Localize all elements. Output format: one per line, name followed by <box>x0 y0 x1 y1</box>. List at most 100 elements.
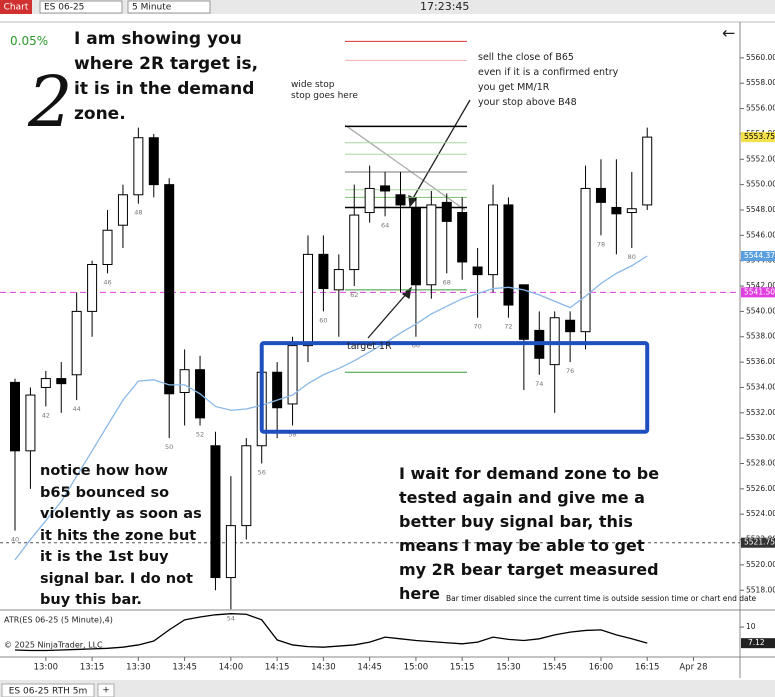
note: wide stop stop goes here <box>291 80 358 102</box>
x-tick-label: 13:00 <box>34 663 59 673</box>
bar-label: 70 <box>473 323 481 331</box>
bar-label: 40 <box>11 536 19 544</box>
x-tick-label: 13:15 <box>80 663 105 673</box>
note-line: stop goes here <box>291 91 358 101</box>
note-line: you get MM/1R <box>478 82 550 93</box>
candle-body <box>210 445 221 579</box>
candle-body <box>364 187 375 214</box>
candle-body <box>580 187 591 333</box>
clock: 17:23:45 <box>420 0 469 13</box>
arrows <box>344 99 471 339</box>
price-tag-label: 7.12 <box>748 638 765 647</box>
candle-body <box>441 201 452 222</box>
bar-label: 62 <box>350 291 358 299</box>
x-tick-label: 14:00 <box>219 663 244 673</box>
note-line: tested again and give me a <box>399 488 645 507</box>
add-tab[interactable] <box>97 683 115 697</box>
candle-body <box>611 206 622 215</box>
candle-body <box>518 284 529 340</box>
y-tick-label: 5552.00 <box>746 154 775 163</box>
note-line: sell the close of B65 <box>478 52 574 63</box>
bar-label: 50 <box>165 443 173 451</box>
price-tag <box>741 251 775 262</box>
target-label: target 1R <box>347 341 392 352</box>
candle-body <box>225 525 236 579</box>
y-tick-label: 5518.00 <box>746 585 775 594</box>
bar-label: 46 <box>103 278 111 286</box>
x-tick-label: 14:30 <box>311 663 336 673</box>
candle-body <box>148 137 159 186</box>
note-line: wide stop <box>291 80 335 90</box>
interval-select[interactable] <box>127 0 211 14</box>
candle-body <box>241 445 252 527</box>
note-line: I wait for demand zone to be <box>399 464 660 483</box>
instrument-select[interactable] <box>39 0 123 14</box>
note: notice how how b65 bounced so violently as… <box>40 461 202 612</box>
y-tick-label: 5548.00 <box>746 205 775 214</box>
candle-body <box>349 214 360 271</box>
back-arrow[interactable]: ← <box>722 24 735 43</box>
note-line: even if it is a confirmed entry <box>478 67 619 78</box>
candle-body <box>488 204 499 276</box>
note-line: notice how how <box>40 463 169 479</box>
candle-body <box>71 310 82 376</box>
y-tick-label: 5540.00 <box>746 306 775 315</box>
candle-body <box>333 269 344 291</box>
atr-line <box>14 613 648 652</box>
tab[interactable] <box>1 683 95 697</box>
bar-label: 80 <box>628 253 636 261</box>
note-line: your stop above B48 <box>478 97 577 108</box>
y-tick-label: 5556.00 <box>746 104 775 113</box>
note-line: it is in the demand <box>74 79 255 99</box>
chart-button[interactable] <box>0 0 32 14</box>
y-tick-label: 5546.00 <box>746 230 775 239</box>
demand-zone <box>259 341 650 434</box>
price-tag <box>741 638 775 649</box>
candle-body <box>318 253 329 290</box>
candle-body <box>272 371 283 409</box>
bar-label: 78 <box>597 240 605 248</box>
timer-note: Bar timer disabled since the current tim… <box>446 594 757 603</box>
note-line: it hits the zone but <box>40 527 197 544</box>
candle-body <box>56 378 67 385</box>
candle-body <box>133 137 144 196</box>
price-tag <box>741 132 775 143</box>
price-tag-label: 5553.75 <box>744 132 775 141</box>
note: sell the close of B65 even if it is a con… <box>478 50 618 110</box>
ema-line <box>14 255 648 561</box>
candle-body <box>503 204 514 306</box>
y-tick-label: 5534.00 <box>746 382 775 391</box>
interval: 5 Minute <box>132 3 172 13</box>
candle-body <box>164 184 175 395</box>
y-tick-label: 5524.00 <box>746 509 775 518</box>
y-tick-label: 5520.00 <box>746 560 775 569</box>
candle-body <box>595 187 606 203</box>
bar-label: 42 <box>42 411 50 419</box>
note-line: b65 bounced so <box>40 484 170 501</box>
note-line: my 2R bear target measured <box>399 560 659 579</box>
candle-body <box>40 378 51 388</box>
candle-body <box>472 266 483 276</box>
bar-label: 60 <box>319 316 327 324</box>
candle-body <box>287 345 298 405</box>
note-line: means I may be able to get <box>399 536 645 555</box>
x-tick-label: 15:00 <box>404 663 429 673</box>
note-line: zone. <box>74 104 126 124</box>
bar-label: 64 <box>381 221 389 229</box>
candle-body <box>302 253 313 347</box>
candle-body <box>117 194 128 226</box>
candle-body <box>179 369 190 394</box>
y-tick-label: 5526.00 <box>746 484 775 493</box>
bar-label: 72 <box>504 323 512 331</box>
arrow-head <box>401 286 412 300</box>
atr-title: ATR(ES 06-25 (5 Minute),4) <box>4 616 113 625</box>
add-tab-label: + <box>102 686 110 696</box>
x-tick-label: 15:30 <box>496 663 521 673</box>
bar-label: 48 <box>134 209 142 217</box>
candle-body <box>87 263 98 312</box>
note-line: where 2R target is, <box>74 54 259 74</box>
note-line: better buy signal bar, this <box>399 512 633 531</box>
y-tick-label: 5560.00 <box>746 53 775 62</box>
arrow-line <box>367 291 409 339</box>
